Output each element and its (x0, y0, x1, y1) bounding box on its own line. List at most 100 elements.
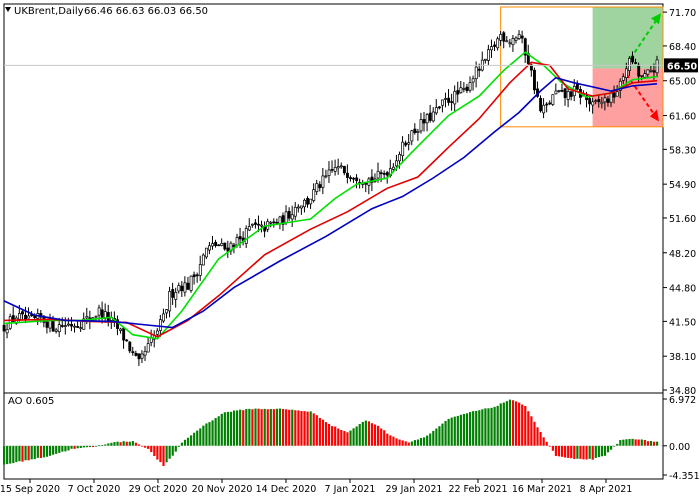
candle-body (398, 154, 402, 162)
ao-y-tick-label: 6.972 (669, 395, 696, 406)
ao-bar (140, 445, 144, 447)
ao-bar (263, 408, 266, 446)
y-tick-label: 65.00 (669, 77, 696, 88)
ao-bar (61, 445, 64, 452)
ao-bar (656, 441, 659, 446)
ao-bar (177, 445, 180, 447)
ao-bar (373, 424, 377, 446)
ao-bar (116, 441, 119, 446)
ao-bar (640, 439, 643, 446)
candle-body (379, 172, 383, 175)
ao-bar (389, 435, 392, 446)
ao-bar (383, 430, 386, 446)
candle-body (437, 106, 441, 109)
candle-body (609, 92, 613, 103)
ao-bar (232, 410, 236, 446)
candle-body (11, 315, 15, 322)
candle-body (21, 311, 24, 315)
ao-bar (315, 415, 318, 446)
candle-body (594, 100, 598, 102)
candle-body (447, 97, 451, 103)
candle-body (244, 228, 248, 244)
candle-body (487, 49, 490, 61)
ao-bar (493, 406, 496, 446)
ao-bar (490, 407, 493, 446)
y-tick-label: 61.60 (669, 112, 696, 123)
ao-bar (613, 445, 616, 447)
ao-bar (536, 427, 539, 446)
candle-body (606, 98, 610, 103)
candle-body (385, 172, 389, 176)
ao-bar (309, 411, 312, 446)
triangle-down-icon[interactable] (5, 7, 11, 12)
ao-bar (64, 445, 67, 452)
ao-bar (588, 445, 591, 459)
ao-bar (606, 445, 610, 453)
candle-body (649, 69, 653, 72)
candle-body (523, 38, 527, 56)
ao-bar (162, 445, 165, 466)
target-up-zone (592, 7, 663, 69)
candle-body (186, 282, 190, 290)
ao-bar (312, 413, 315, 446)
ao-bar (113, 442, 116, 446)
candle-body (441, 99, 444, 106)
ao-bar (429, 433, 432, 446)
candle-body (631, 56, 635, 63)
ao-bar (73, 445, 76, 449)
ao-bar (98, 445, 101, 447)
candle-body (566, 91, 570, 100)
ao-bar (128, 441, 131, 446)
ao-bar (591, 445, 594, 460)
ao-bar (505, 401, 508, 446)
candle-body (477, 68, 481, 71)
candle-body (290, 214, 294, 220)
ao-bar (156, 445, 159, 460)
ao-bar (468, 412, 472, 446)
candle-body (260, 224, 264, 227)
ao-bar (58, 445, 61, 453)
candle-body (309, 198, 313, 205)
ao-bar (269, 408, 272, 446)
ao-bar (576, 445, 579, 459)
candle-body (382, 172, 386, 175)
ao-bar (416, 439, 420, 446)
candle-body (324, 175, 328, 178)
x-tick-label: 16 Mar 2021 (512, 484, 572, 495)
ao-bar (481, 409, 484, 446)
candle-body (73, 325, 77, 328)
ao-bar (24, 445, 27, 461)
candle-body (2, 324, 6, 332)
ao-bar (186, 437, 190, 446)
candle-body (97, 307, 101, 316)
candle-body (575, 84, 579, 90)
candle-body (508, 42, 512, 45)
ohlc-readout: 66.46 66.63 66.03 66.50 (84, 6, 208, 17)
candle-body (591, 101, 595, 106)
arrow-down-head-icon (650, 109, 659, 122)
candle-body (517, 34, 521, 39)
ao-bar (567, 445, 570, 458)
ao-bar (294, 410, 297, 446)
candle-body (465, 86, 469, 92)
ao-bar (539, 431, 542, 446)
ao-bar (527, 411, 530, 446)
ao-bar (79, 445, 82, 449)
candle-body (269, 221, 273, 224)
candle-body (303, 199, 306, 208)
ao-bar (610, 445, 613, 450)
ao-bar (343, 431, 346, 446)
ao-bar (643, 439, 646, 446)
candle-body (272, 221, 276, 224)
ao-bar (401, 440, 404, 446)
ao-bar (398, 439, 401, 446)
ao-bar (168, 445, 171, 459)
candle-body (450, 101, 454, 103)
ao-bar (404, 441, 407, 446)
candle-body (232, 244, 236, 248)
candle-body (428, 112, 432, 121)
candle-body (54, 329, 58, 332)
candle-body (511, 38, 515, 46)
candle-body (94, 315, 98, 318)
